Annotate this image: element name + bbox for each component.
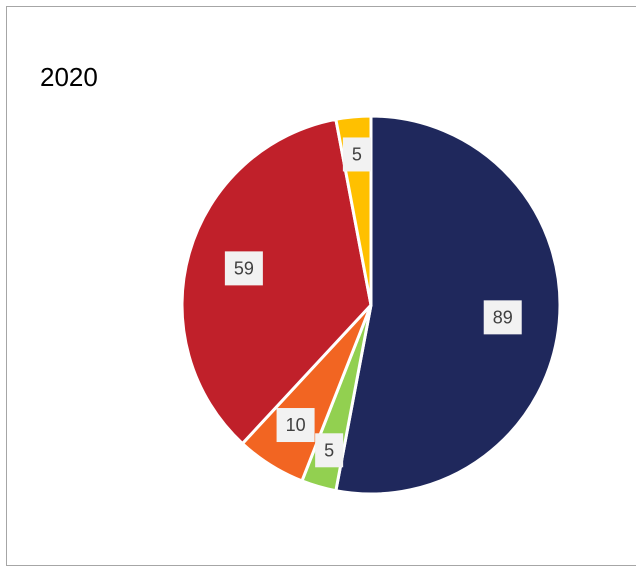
data-label-text: 5 [324,440,334,460]
data-label-box [315,433,344,468]
data-label-2: 10 [276,408,315,443]
data-label-text: 5 [352,144,362,164]
data-label-0: 89 [483,300,522,335]
data-label-box [224,251,263,286]
data-label-3: 59 [224,251,263,286]
chart-title: 2020 [40,62,98,92]
pie-slice-0 [334,114,562,496]
data-label-text: 59 [234,258,254,278]
data-label-text: 89 [493,307,513,327]
pie-data-labels: 89 5 10 59 5 [224,137,522,468]
pie-chart: 89 5 10 59 5 [180,114,562,496]
data-label-box [342,137,371,172]
data-label-1: 5 [315,433,344,468]
data-label-box [483,300,522,335]
pie-slice-3 [180,117,373,446]
data-label-box [276,408,315,443]
data-label-4: 5 [342,137,371,172]
data-label-text: 10 [286,415,306,435]
